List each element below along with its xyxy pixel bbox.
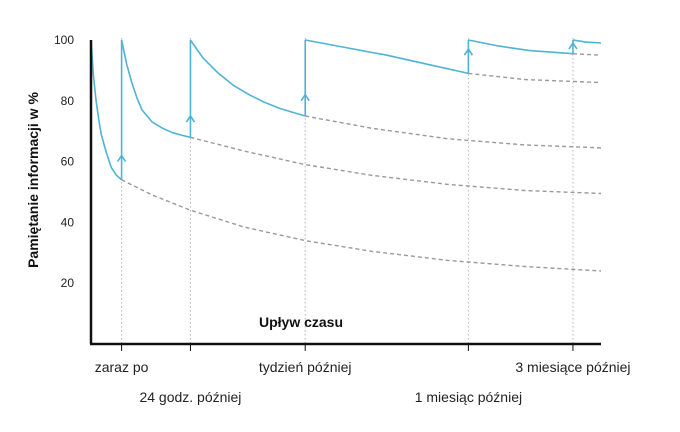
x-category-label: 3 miesiące później [515, 359, 630, 375]
decay-curve [121, 179, 602, 272]
axes [89, 40, 601, 346]
retention-curve-segment [90, 39, 123, 181]
y-tick-label: 60 [61, 155, 75, 169]
decay-curves [121, 53, 602, 272]
retention-curve [90, 39, 602, 181]
retention-curve-segment [305, 39, 469, 75]
decay-curve [305, 115, 602, 149]
review-arrowhead [568, 41, 578, 50]
y-tick-label: 100 [54, 33, 74, 47]
y-tick-label: 80 [61, 94, 75, 108]
x-category-label: zaraz po [95, 359, 149, 375]
review-arrowhead [463, 47, 474, 56]
review-arrows [116, 41, 578, 162]
retention-curve-segment [120, 39, 191, 139]
retention-curve-segment [189, 39, 306, 117]
y-tick-label: 40 [61, 215, 75, 229]
x-category-labels: zaraz po 24 godz. później tydzień później 1… [95, 359, 631, 405]
decay-curve [572, 53, 602, 56]
x-axis-title: Upływ czasu [259, 314, 343, 330]
retention-curve-segment [468, 39, 574, 55]
review-arrowhead [185, 114, 196, 123]
decay-curve [190, 136, 602, 195]
x-category-label: 1 miesiąc później [415, 389, 522, 405]
review-guide-lines [121, 38, 574, 351]
y-axis-title: Pamiętanie informacji w % [25, 92, 41, 268]
review-arrowhead [116, 154, 127, 162]
review-arrowhead [300, 93, 310, 102]
x-category-label: tydzień później [259, 359, 352, 375]
retention-curve-segment [572, 39, 602, 44]
y-ticks: 20 40 60 80 100 [54, 33, 74, 290]
x-category-label: 24 godz. później [139, 389, 241, 405]
y-tick-label: 20 [61, 276, 75, 290]
decay-curve [468, 72, 602, 84]
